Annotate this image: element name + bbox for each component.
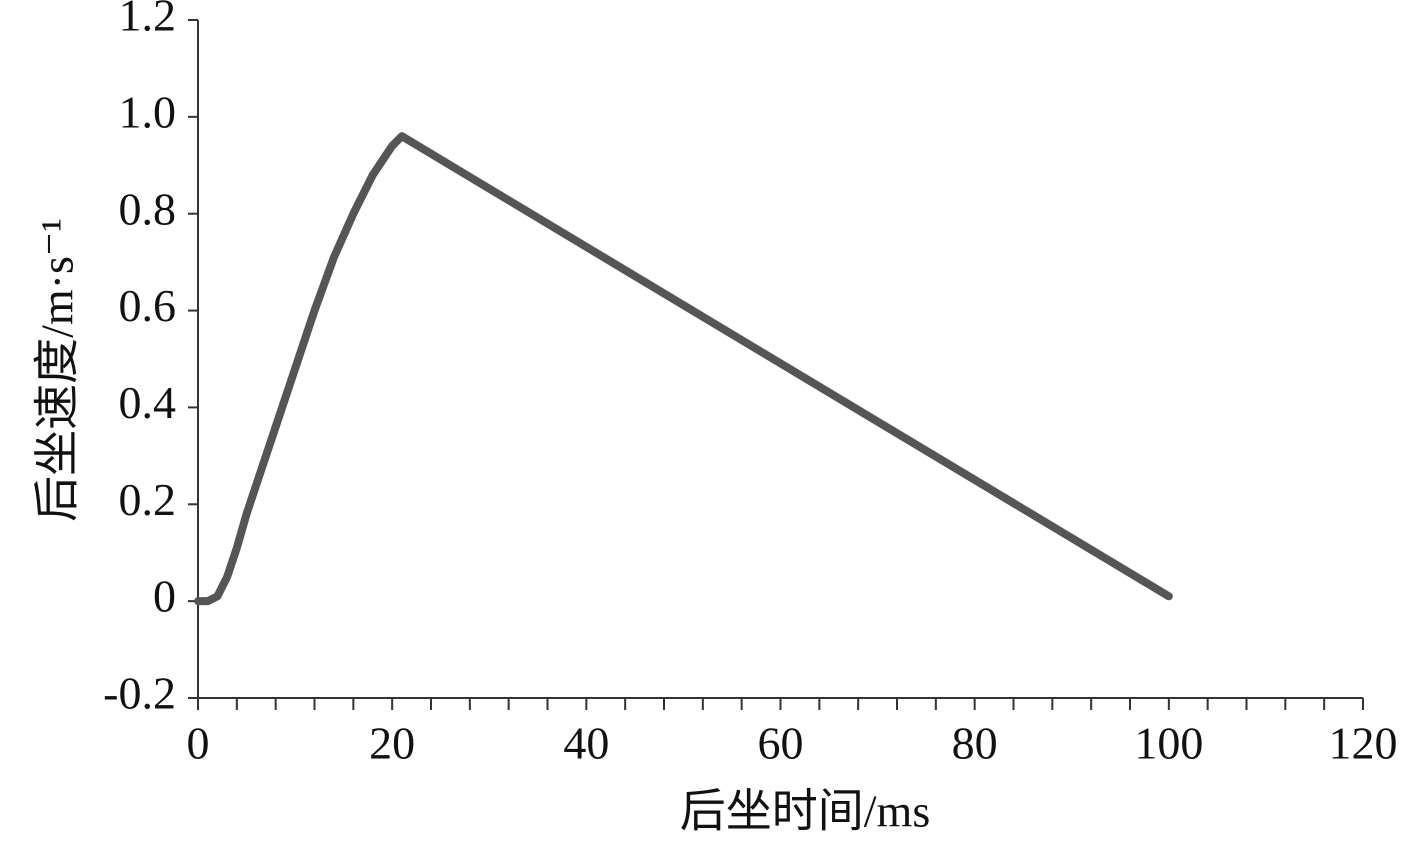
x-tick-label: 80 — [952, 718, 998, 769]
y-tick-label: 1.0 — [119, 86, 177, 137]
x-tick-label: 100 — [1134, 718, 1203, 769]
x-tick-label: 0 — [187, 718, 210, 769]
x-tick-label: 40 — [563, 718, 609, 769]
x-tick-label: 20 — [369, 718, 415, 769]
y-tick-label: 0.6 — [119, 280, 177, 331]
x-tick-label: 120 — [1329, 718, 1398, 769]
y-tick-label: -0.2 — [103, 668, 176, 719]
x-axis-label: 后坐时间/ms — [680, 786, 930, 837]
y-tick-label: 0 — [153, 571, 176, 622]
y-tick-label: 0.4 — [119, 377, 177, 428]
y-tick-label: 0.2 — [119, 474, 177, 525]
y-tick-label: 0.8 — [119, 183, 177, 234]
y-axis-label: 后坐速度/m·s⁻¹ — [32, 218, 83, 522]
data-line — [194, 132, 1173, 606]
x-tick-label: 60 — [758, 718, 804, 769]
y-tick-label: 1.2 — [119, 0, 177, 41]
